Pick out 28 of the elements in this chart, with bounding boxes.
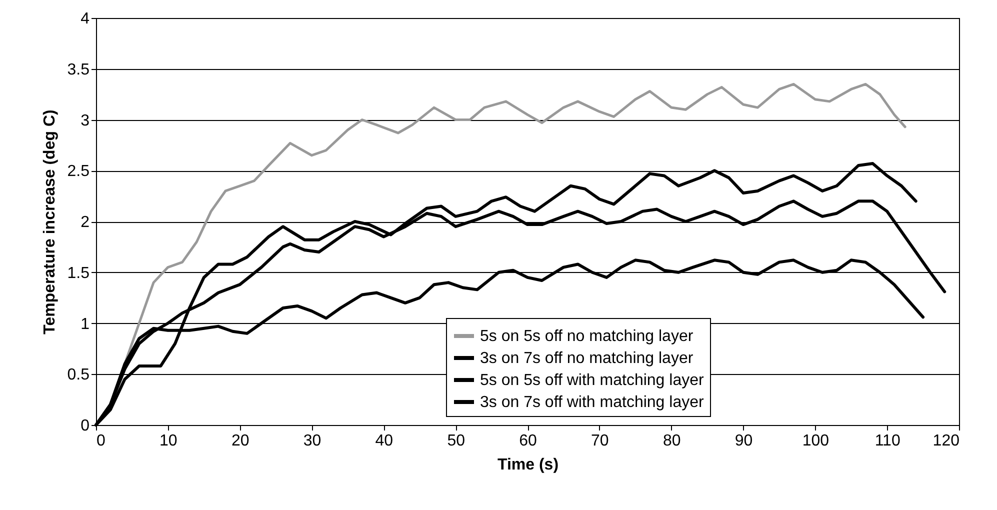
y-tick-label: 1.5	[67, 264, 90, 282]
legend-label: 3s on 7s off no matching layer	[480, 350, 694, 367]
y-axis-title: Temperature increase (deg C)	[41, 110, 58, 334]
x-tick-label: 70	[591, 432, 609, 450]
y-tick-label: 3.5	[67, 61, 90, 78]
y-tick-label: 3	[80, 112, 90, 130]
y-tick-label: 1	[80, 316, 90, 333]
x-tick-label: 30	[303, 432, 322, 450]
legend-label: 5s on 5s off no matching layer	[480, 328, 694, 345]
x-tick-label: 90	[734, 432, 753, 450]
x-tick-label: 110	[874, 432, 900, 450]
legend-label: 5s on 5s off with matching layer	[480, 372, 704, 389]
x-tick-label: 0	[96, 432, 106, 450]
x-tick-label: 20	[231, 432, 250, 450]
legend-label: 3s on 7s off with matching layer	[480, 394, 704, 411]
x-tick-label: 80	[662, 432, 681, 450]
y-tick-label: 2.5	[67, 163, 90, 180]
y-tick-label: 2	[80, 214, 90, 231]
x-tick-label: 40	[375, 432, 394, 450]
y-tick-label: 0.5	[67, 366, 90, 384]
x-axis-title: Time (s)	[497, 456, 559, 474]
y-tick-label: 4	[80, 10, 90, 28]
x-tick-label: 60	[519, 432, 537, 450]
x-tick-label: 100	[802, 432, 830, 450]
x-tick-label: 120	[932, 432, 960, 450]
y-tick-label: 0	[80, 418, 90, 434]
x-tick-label: 10	[160, 432, 178, 450]
x-tick-label: 50	[447, 432, 466, 450]
